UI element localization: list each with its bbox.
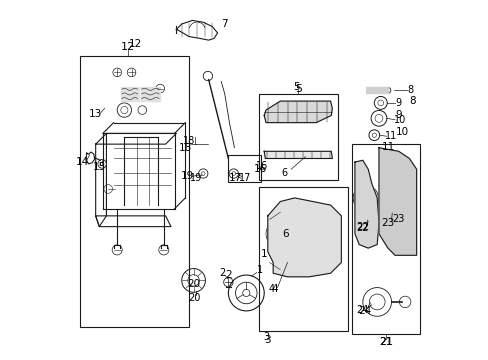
Text: 6: 6	[280, 168, 286, 178]
Text: 15: 15	[92, 162, 106, 172]
Text: 24: 24	[357, 306, 370, 316]
Text: 22: 22	[355, 222, 369, 231]
Text: 20: 20	[188, 293, 200, 303]
Text: 19: 19	[180, 171, 193, 181]
Bar	[140, 87, 160, 101]
Text: 21: 21	[378, 337, 392, 347]
Text: 22: 22	[356, 224, 368, 233]
Text: 9: 9	[395, 98, 401, 108]
Text: 3: 3	[263, 332, 268, 342]
Text: 16: 16	[256, 161, 268, 171]
Polygon shape	[264, 101, 332, 123]
Text: 21: 21	[379, 337, 392, 347]
Polygon shape	[264, 151, 332, 158]
Polygon shape	[96, 216, 171, 226]
Text: 20: 20	[186, 279, 200, 289]
Bar	[258, 187, 348, 330]
Text: 10: 10	[395, 127, 408, 136]
Text: 4: 4	[268, 284, 274, 294]
Text: 17: 17	[228, 173, 242, 183]
Text: 8: 8	[409, 96, 415, 106]
Text: 7: 7	[221, 19, 227, 29]
Text: 13: 13	[89, 109, 102, 119]
Text: 1: 1	[261, 248, 267, 258]
Text: 12: 12	[128, 39, 142, 49]
Polygon shape	[121, 87, 139, 101]
Polygon shape	[354, 160, 378, 248]
Bar	[80, 56, 188, 327]
Bar	[258, 94, 337, 180]
Text: 12: 12	[121, 42, 135, 52]
Text: 24: 24	[356, 305, 368, 315]
Text: 11: 11	[384, 131, 396, 141]
Polygon shape	[140, 87, 160, 101]
Text: 1: 1	[256, 265, 263, 275]
Text: 23: 23	[381, 218, 394, 228]
Polygon shape	[96, 134, 176, 144]
Text: 17: 17	[239, 173, 251, 183]
Text: 3: 3	[264, 334, 270, 345]
Text: 5: 5	[294, 84, 301, 94]
Text: 2: 2	[224, 270, 231, 280]
Text: 9: 9	[395, 111, 401, 121]
Text: 8: 8	[407, 85, 412, 95]
Bar	[351, 144, 419, 334]
Text: 10: 10	[393, 115, 406, 125]
Text: 19: 19	[189, 173, 202, 183]
Polygon shape	[267, 198, 341, 277]
Text: 4: 4	[271, 284, 278, 294]
Text: 23: 23	[392, 215, 404, 224]
Text: 14: 14	[76, 157, 89, 167]
Text: 5: 5	[293, 82, 299, 92]
Polygon shape	[96, 134, 106, 226]
Bar	[228, 155, 260, 182]
Text: 18: 18	[178, 143, 192, 153]
Text: 11: 11	[381, 142, 394, 152]
Text: 18: 18	[183, 136, 195, 145]
Text: 2: 2	[218, 268, 224, 278]
Text: 16: 16	[253, 164, 267, 174]
Bar	[121, 87, 139, 101]
Text: 6: 6	[282, 229, 288, 239]
Bar	[366, 87, 387, 93]
Polygon shape	[378, 148, 416, 255]
Polygon shape	[366, 87, 387, 93]
